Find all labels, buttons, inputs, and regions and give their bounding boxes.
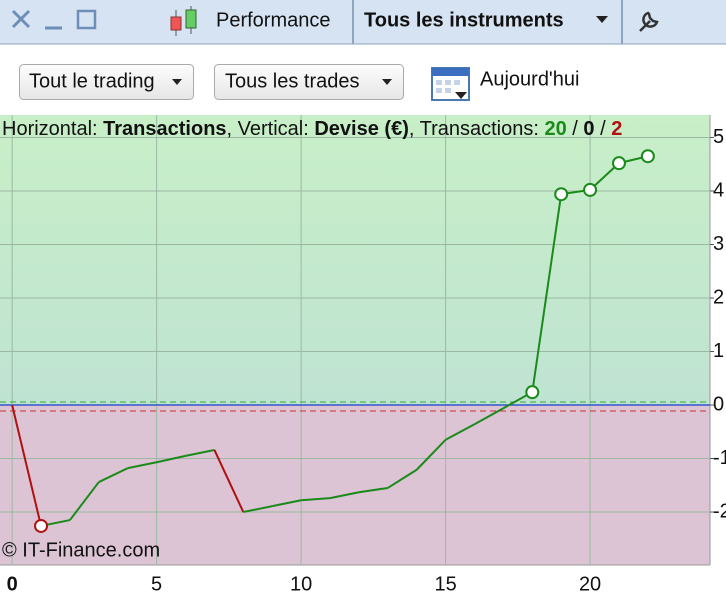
line-segment — [445, 423, 475, 441]
line-segment — [243, 505, 273, 514]
point-marker — [611, 156, 626, 171]
header-text: Horizontal: — [2, 118, 103, 140]
line-segment — [329, 491, 360, 500]
wins-count: 20 — [544, 118, 566, 140]
y-tick-label: -1 — [713, 447, 726, 469]
header-text: , Vertical: — [227, 118, 315, 140]
x-tick-label: 20 — [579, 573, 601, 595]
y-tick-label: 3 — [713, 233, 724, 255]
y-tick-label: 1 — [713, 340, 724, 362]
point-marker — [34, 518, 49, 533]
y-tick-label: 0 — [713, 393, 724, 415]
point-marker — [640, 149, 655, 164]
settings-icon[interactable] — [639, 11, 659, 32]
line-segment — [531, 194, 563, 393]
x-tick-label: 5 — [151, 573, 162, 595]
dropdown-arrow — [382, 79, 392, 85]
losses-count: 2 — [611, 118, 622, 140]
negative-zone — [0, 405, 710, 565]
axis-strip — [710, 115, 726, 600]
trading-filter-label: Tout le trading — [29, 70, 155, 92]
point-marker — [554, 187, 569, 202]
trades-filter[interactable] — [214, 64, 404, 100]
calendar-icon[interactable] — [431, 67, 470, 101]
trades-filter-label: Tous les trades — [225, 70, 360, 92]
line-segment — [213, 449, 245, 513]
maximize-icon[interactable] — [76, 9, 97, 30]
toolbar — [0, 0, 726, 44]
tab-label[interactable]: Performance — [216, 9, 331, 31]
date-filter-label[interactable]: Aujourd'hui — [480, 68, 579, 90]
y-tick-label: 2 — [713, 286, 724, 308]
point-marker — [525, 385, 540, 400]
line-segment — [185, 448, 215, 457]
y-tick-label: -2 — [713, 500, 726, 522]
y-tick-label: 4 — [713, 179, 724, 201]
watermark: © IT-Finance.com — [2, 539, 160, 561]
line-segment — [272, 499, 302, 508]
line-segment — [387, 468, 418, 489]
point-marker — [583, 182, 598, 197]
header-value: Transactions — [103, 118, 226, 140]
candle-icon — [170, 6, 197, 36]
line-segment — [156, 454, 186, 464]
header-value: Devise (€) — [314, 118, 409, 140]
neutral-count: 0 — [583, 118, 594, 140]
dropdown-arrow — [596, 16, 608, 23]
line-segment — [415, 439, 447, 471]
line-segment — [301, 497, 331, 502]
line-segment — [474, 407, 504, 426]
line-segment — [127, 461, 157, 470]
instruments-menu[interactable]: Tous les instruments — [364, 9, 564, 31]
y-tick-label: 5 — [713, 126, 724, 148]
header-text: / — [567, 118, 584, 140]
positive-zone — [0, 115, 710, 406]
x-axis-strip — [0, 565, 726, 600]
x-tick-label: 10 — [290, 573, 312, 595]
header-text: , Transactions: — [409, 118, 545, 140]
trading-filter[interactable] — [19, 64, 194, 100]
chart-header: Horizontal: Transactions, Vertical: Devi… — [2, 118, 622, 140]
line-segment — [69, 481, 100, 521]
close-icon[interactable] — [11, 9, 31, 29]
line-segment — [98, 467, 129, 483]
header-text: / — [595, 118, 612, 140]
x-tick-label: 0 — [7, 573, 18, 595]
dropdown-arrow — [172, 79, 182, 85]
line-segment — [358, 486, 388, 494]
x-tick-label: 15 — [434, 573, 456, 595]
line-segment — [11, 404, 43, 527]
